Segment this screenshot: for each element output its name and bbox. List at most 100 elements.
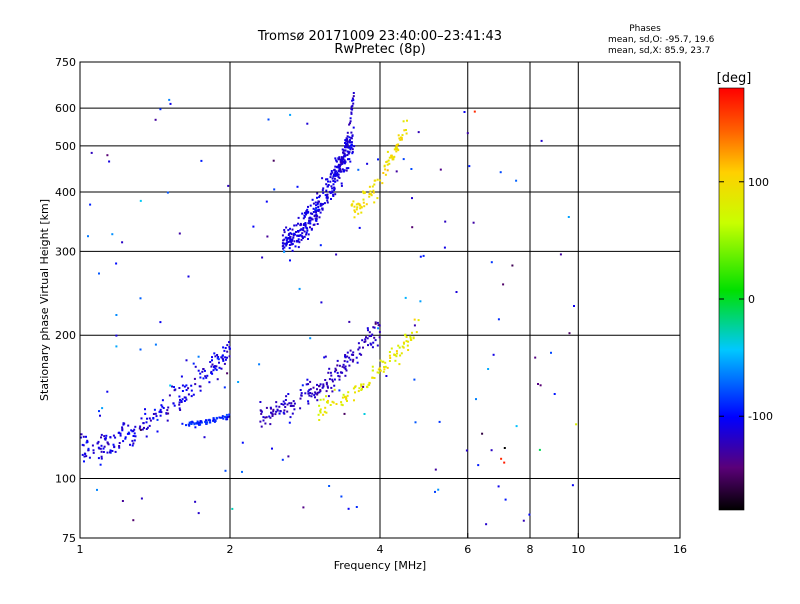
data-point: [231, 507, 234, 510]
data-point: [362, 346, 364, 349]
data-point: [383, 164, 386, 167]
data-point: [444, 220, 447, 223]
data-point: [571, 484, 574, 487]
data-point: [216, 378, 219, 381]
data-point: [336, 364, 339, 367]
data-point: [377, 371, 380, 374]
data-point: [181, 398, 184, 401]
data-point: [97, 457, 100, 460]
data-point: [148, 424, 151, 427]
data-point: [336, 359, 339, 362]
data-point: [206, 374, 209, 377]
data-point: [335, 159, 338, 162]
data-point: [169, 102, 172, 105]
stats-line-x: mean, sd,X: 85.9, 23.7: [608, 46, 710, 56]
data-point: [190, 421, 193, 424]
x-tick-label: 10: [571, 543, 585, 556]
data-point: [434, 468, 437, 471]
data-point: [276, 408, 279, 411]
data-point: [144, 412, 147, 415]
data-point: [217, 358, 220, 361]
data-point: [358, 352, 361, 355]
data-point: [199, 376, 202, 379]
data-point: [289, 113, 292, 116]
data-point: [338, 156, 341, 159]
data-point: [223, 362, 226, 365]
data-point: [346, 360, 349, 363]
data-point: [178, 232, 181, 235]
data-point: [316, 383, 318, 386]
data-point: [343, 360, 346, 363]
data-point: [139, 348, 142, 351]
data-point: [289, 239, 292, 241]
data-point: [386, 150, 389, 153]
data-point: [297, 246, 300, 249]
data-point: [401, 134, 404, 137]
data-point: [138, 427, 141, 430]
data-point: [187, 275, 190, 278]
data-point: [341, 148, 344, 151]
chart-title: Tromsø 20171009 23:40:00–23:41:43: [257, 29, 502, 44]
data-point: [226, 418, 229, 421]
data-point: [384, 173, 387, 176]
data-point: [197, 422, 200, 425]
data-point: [358, 387, 361, 390]
data-point: [353, 145, 356, 148]
data-point: [381, 182, 384, 185]
data-point: [152, 417, 155, 420]
data-point: [417, 131, 420, 134]
data-point: [290, 240, 293, 243]
data-point: [326, 199, 329, 202]
data-point: [376, 321, 379, 324]
data-point: [106, 154, 109, 157]
data-point: [351, 151, 354, 153]
data-point: [363, 341, 366, 343]
data-point: [121, 429, 124, 432]
data-point: [224, 356, 227, 359]
data-point: [368, 193, 371, 195]
data-point: [328, 367, 331, 370]
data-point: [477, 464, 480, 467]
data-point: [463, 111, 466, 113]
data-point: [339, 164, 341, 167]
data-point: [318, 216, 321, 219]
data-point: [224, 358, 227, 361]
data-point: [144, 408, 146, 411]
data-point: [314, 392, 317, 395]
data-point: [173, 386, 175, 388]
data-point: [225, 413, 228, 416]
data-point: [201, 370, 204, 373]
data-point: [317, 208, 320, 211]
data-point: [485, 523, 488, 526]
data-point: [371, 333, 374, 336]
data-point: [228, 347, 231, 350]
data-point: [241, 441, 244, 444]
data-point: [306, 229, 309, 232]
data-point: [337, 176, 340, 178]
data-point: [353, 205, 356, 208]
data-point: [368, 195, 371, 198]
data-point: [283, 246, 286, 249]
data-point: [346, 141, 349, 144]
data-point: [278, 405, 281, 408]
data-point: [183, 400, 186, 402]
data-point: [193, 423, 196, 426]
data-point: [314, 214, 317, 217]
data-point: [338, 389, 341, 392]
data-point: [371, 346, 374, 349]
data-point: [334, 193, 337, 196]
data-point: [307, 392, 310, 395]
data-point: [360, 389, 363, 391]
data-point: [100, 433, 103, 436]
data-point: [390, 154, 393, 157]
data-point: [271, 415, 274, 417]
data-point: [167, 412, 170, 415]
data-point: [371, 369, 374, 372]
data-point: [490, 449, 493, 452]
data-point: [439, 168, 442, 171]
data-point: [379, 359, 382, 362]
data-point: [296, 185, 299, 188]
data-point: [363, 413, 366, 415]
data-point: [386, 169, 389, 172]
data-point: [319, 398, 322, 401]
